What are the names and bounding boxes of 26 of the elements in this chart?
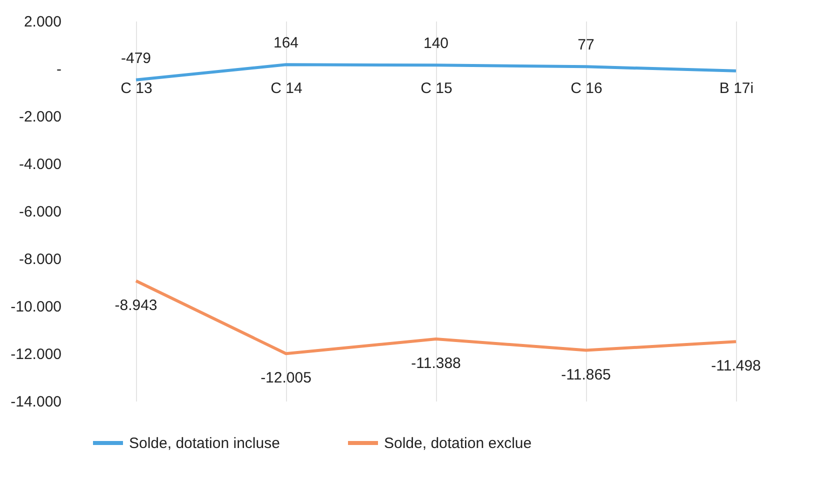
y-tick-label: -2.000	[18, 108, 62, 126]
line-series	[134, 63, 738, 82]
y-tick-label: -10.000	[10, 298, 62, 316]
data-label: -11.498	[711, 358, 761, 375]
data-label: -11.388	[411, 354, 461, 372]
legend-label: Solde, dotation incluse	[129, 435, 280, 452]
x-tick-label: C 14	[270, 80, 302, 97]
data-label: -11.865	[561, 366, 611, 384]
y-tick-label: -4.000	[18, 156, 62, 173]
legend-label: Solde, dotation exclue	[384, 435, 532, 452]
y-tick-label: -14.000	[10, 394, 62, 410]
x-tick-label: B 17i	[719, 80, 754, 97]
data-label: -12.005	[260, 370, 312, 387]
y-tick-label: 2.000	[24, 14, 62, 30]
y-tick-label: -12.000	[10, 346, 62, 363]
y-tick-label: -8.000	[18, 251, 62, 268]
data-label: 77	[578, 36, 594, 54]
y-tick-label: -	[56, 61, 62, 78]
data-label: -8.943	[114, 296, 158, 314]
data-label: 140	[423, 35, 449, 52]
x-tick-label: C 13	[120, 80, 152, 97]
x-tick-label: C 16	[570, 80, 602, 97]
data-label: -479	[120, 50, 152, 67]
x-tick-label: C 15	[420, 80, 452, 97]
y-tick-label: -6.000	[18, 204, 62, 220]
data-label: 164	[273, 34, 299, 52]
